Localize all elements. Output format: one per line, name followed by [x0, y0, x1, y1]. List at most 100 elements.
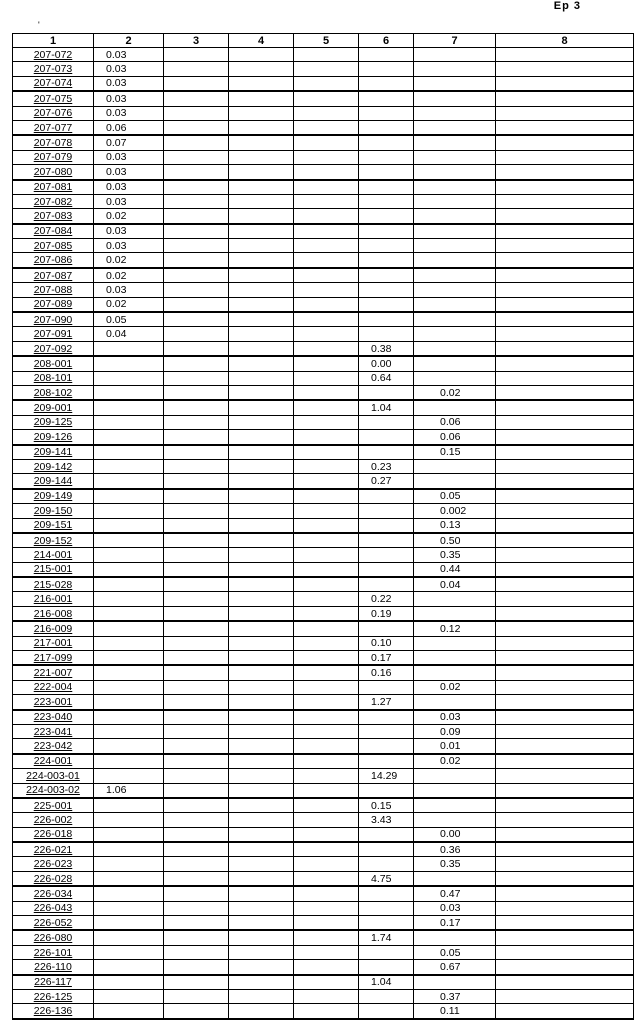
col-4-cell [228, 591, 294, 607]
table-row: 209-125 0.06 [12, 414, 634, 431]
table-row: 207-079 0.03 [12, 149, 634, 166]
col-2-cell [93, 561, 164, 579]
col-4-cell [228, 179, 294, 195]
col-3-cell [163, 193, 229, 210]
col-5-cell [293, 326, 359, 342]
col-7-cell: 0.15 [413, 444, 496, 460]
col-6-cell [358, 282, 414, 298]
table-row: 207-074 0.03 [12, 75, 634, 93]
col-3-cell [163, 355, 229, 372]
table-row: 217-001 0.10 [12, 635, 634, 652]
col-3-cell [163, 709, 229, 725]
col-2-cell [93, 444, 164, 460]
row-id-cell: 207-081 [12, 179, 94, 195]
col-6-cell [358, 105, 414, 121]
col-3-cell [163, 974, 229, 990]
col-4-cell [228, 694, 294, 711]
table-row: 226-018 0.00 [12, 826, 634, 844]
col-5-cell [293, 267, 359, 284]
col-6-cell [358, 988, 414, 1005]
col-2-cell [93, 620, 164, 637]
col-6-cell [358, 532, 414, 549]
col-6-cell [358, 856, 414, 872]
row-id-cell: 223-041 [12, 723, 94, 740]
col-6-cell [358, 134, 414, 151]
col-5-cell [293, 561, 359, 579]
col-5-cell [293, 311, 359, 328]
col-8-cell [495, 193, 634, 210]
column-header-4: 4 [228, 33, 294, 48]
col-2-cell [93, 650, 164, 667]
row-id-cell: 225-001 [12, 797, 94, 814]
col-4-cell [228, 399, 294, 416]
col-2-cell [93, 723, 164, 740]
table-row: 207-076 0.03 [12, 105, 634, 121]
column-header-6: 6 [358, 33, 414, 48]
col-4-cell [228, 384, 294, 402]
col-3-cell [163, 561, 229, 579]
col-7-cell: 0.11 [413, 1003, 496, 1020]
row-id-cell: 226-125 [12, 988, 94, 1005]
col-7-cell [413, 355, 496, 372]
col-8-cell [495, 915, 634, 932]
col-4-cell [228, 1003, 294, 1020]
col-2-cell [93, 738, 164, 755]
col-6-cell: 1.27 [358, 694, 414, 711]
col-5-cell [293, 46, 359, 63]
col-8-cell [495, 326, 634, 342]
col-8-cell [495, 119, 634, 137]
col-7-cell [413, 782, 496, 799]
col-5-cell [293, 208, 359, 225]
col-8-cell [495, 414, 634, 431]
col-5-cell [293, 723, 359, 740]
col-3-cell [163, 547, 229, 563]
col-7-cell [413, 90, 496, 107]
row-id-cell: 209-125 [12, 414, 94, 431]
col-3-cell [163, 753, 229, 770]
col-4-cell [228, 620, 294, 637]
col-4-cell [228, 561, 294, 579]
col-7-cell: 0.00 [413, 826, 496, 844]
col-5-cell [293, 503, 359, 519]
col-5-cell [293, 974, 359, 990]
col-7-cell: 0.44 [413, 561, 496, 579]
col-5-cell [293, 915, 359, 932]
table-row: 207-081 0.03 [12, 179, 634, 195]
col-7-cell [413, 650, 496, 667]
col-3-cell [163, 149, 229, 166]
column-header-8: 8 [495, 33, 634, 48]
col-2-cell [93, 988, 164, 1005]
col-5-cell [293, 870, 359, 888]
col-3-cell [163, 694, 229, 711]
table-row: 209-001 1.04 [12, 399, 634, 416]
col-6-cell [358, 885, 414, 902]
col-2-cell [93, 384, 164, 402]
col-8-cell [495, 267, 634, 284]
col-7-cell: 0.47 [413, 885, 496, 902]
col-7-cell: 0.002 [413, 503, 496, 519]
col-8-cell [495, 885, 634, 902]
table-row: 209-144 0.27 [12, 473, 634, 490]
row-id-cell: 207-072 [12, 46, 94, 63]
col-2-cell [93, 1003, 164, 1020]
col-4-cell [228, 870, 294, 888]
row-id-cell: 207-074 [12, 75, 94, 93]
col-5-cell [293, 797, 359, 814]
table-row: 207-080 0.03 [12, 164, 634, 181]
table-row: 216-001 0.22 [12, 591, 634, 607]
col-7-cell [413, 605, 496, 623]
row-id-cell: 207-085 [12, 238, 94, 254]
col-5-cell [293, 532, 359, 549]
row-id-cell: 226-080 [12, 929, 94, 946]
col-4-cell [228, 532, 294, 549]
col-5-cell [293, 944, 359, 961]
col-4-cell [228, 149, 294, 166]
table-row: 224-003-01 14.29 [12, 768, 634, 784]
col-4-cell [228, 900, 294, 917]
stray-mark: ' [38, 20, 40, 30]
col-4-cell [228, 679, 294, 696]
row-id-cell: 223-040 [12, 709, 94, 725]
col-2-cell: 0.03 [93, 223, 164, 240]
table-row: 209-152 0.50 [12, 532, 634, 549]
table-row: 209-126 0.06 [12, 429, 634, 446]
